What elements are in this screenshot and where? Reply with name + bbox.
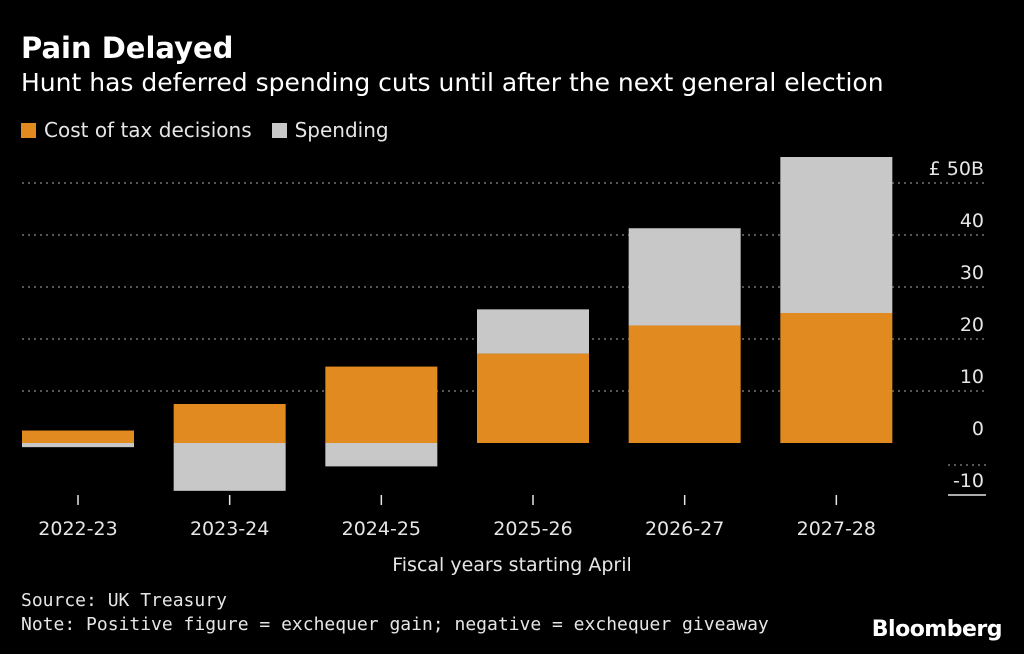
bar-spending-0 <box>22 443 134 448</box>
legend-item-spending: Spending <box>271 118 389 142</box>
legend: Cost of tax decisions Spending <box>21 118 409 142</box>
y-tick-label-5: 40 <box>960 210 984 232</box>
legend-label-spending: Spending <box>294 118 389 142</box>
legend-swatch-tax <box>21 122 36 138</box>
x-tick-label-1: 2023-24 <box>190 518 269 540</box>
chart-subtitle: Hunt has deferred spending cuts until af… <box>21 68 884 97</box>
bar-tax-1 <box>173 404 286 443</box>
y-tick-label-6: £ 50B <box>929 158 984 180</box>
bar-spending-5 <box>780 157 893 313</box>
chart-title: Pain Delayed <box>21 31 234 65</box>
bar-tax-2 <box>325 366 438 443</box>
legend-label-tax: Cost of tax decisions <box>44 118 252 142</box>
bar-tax-5 <box>780 313 893 443</box>
x-tick-label-4: 2026-27 <box>645 518 724 540</box>
y-tick-label-2: 10 <box>960 366 984 388</box>
y-tick-label-4: 30 <box>960 262 984 284</box>
legend-swatch-spending <box>271 122 287 138</box>
legend-item-tax: Cost of tax decisions <box>21 118 252 142</box>
bar-spending-2 <box>325 443 438 467</box>
bar-tax-4 <box>628 325 741 443</box>
bar-spending-4 <box>628 228 741 326</box>
x-tick-label-5: 2027-28 <box>797 518 876 540</box>
y-tick-label-1: 0 <box>972 418 984 440</box>
bar-tax-3 <box>477 353 589 443</box>
x-tick-label-0: 2022-23 <box>38 518 117 540</box>
x-tick-label-2: 2024-25 <box>342 518 421 540</box>
x-axis-label: Fiscal years starting April <box>392 554 632 576</box>
bloomberg-logo: Bloomberg <box>871 617 1003 642</box>
y-tick-label-3: 20 <box>960 314 984 336</box>
bar-tax-0 <box>22 430 134 443</box>
y-tick-label-0: -10 <box>953 470 984 492</box>
bar-spending-1 <box>173 443 286 491</box>
source-note: Source: UK Treasury <box>21 590 227 611</box>
x-tick-label-3: 2025-26 <box>493 518 572 540</box>
footnote: Note: Positive figure = exchequer gain; … <box>21 614 769 635</box>
bar-spending-3 <box>477 309 589 354</box>
